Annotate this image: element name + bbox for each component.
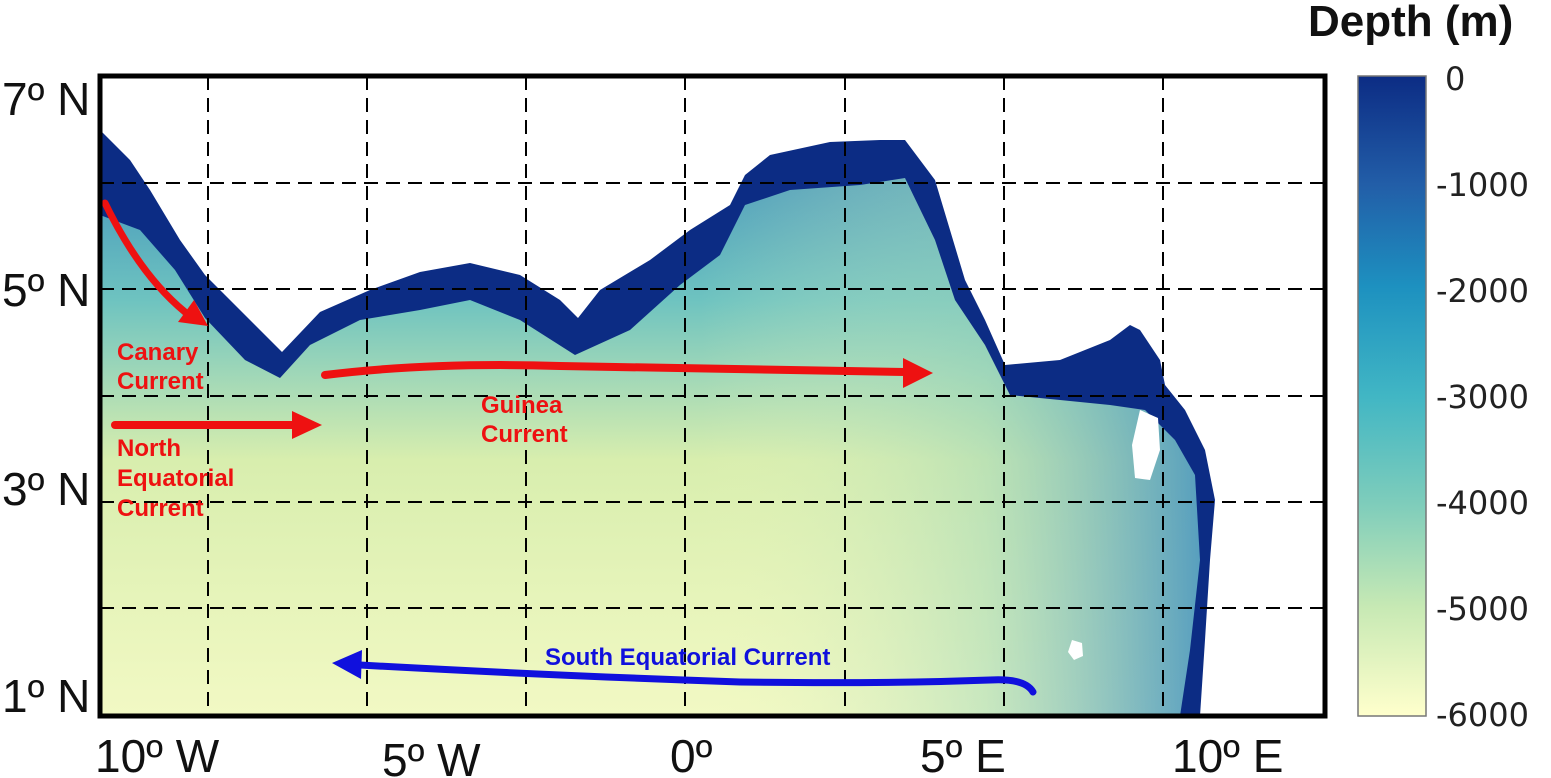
nec-line-3: Current: [117, 495, 204, 522]
colorbar-ticks: 0 -1000 -2000 -3000 -4000 -5000 -6000: [1436, 60, 1529, 734]
colorbar-tick-5000: -5000: [1436, 590, 1529, 628]
lat-label-7n: 7º N: [2, 73, 90, 125]
canary-current-arrow: [101, 199, 208, 326]
guinea-line-2: Current: [481, 421, 568, 448]
colorbar-title: Depth (m): [1308, 0, 1513, 46]
guinea-current-label: Guinea Current: [481, 392, 569, 448]
colorbar-tick-3000: -3000: [1436, 378, 1529, 416]
colorbar-tick-2000: -2000: [1436, 272, 1529, 310]
graticule: [100, 76, 1325, 716]
north-equatorial-current-arrow: [111, 411, 322, 439]
nec-line-1: North: [117, 435, 181, 462]
lon-label-0: 0º: [670, 730, 713, 778]
colorbar-tick-0: 0: [1445, 60, 1465, 98]
guinea-line-1: Guinea: [481, 392, 563, 419]
map-frame: [97, 73, 1328, 719]
nec-line-2: Equatorial: [117, 465, 234, 492]
colorbar-tick-4000: -4000: [1436, 484, 1529, 522]
map-area: [100, 76, 1325, 716]
canary-line-1: Canary: [117, 339, 199, 366]
canary-line-2: Current: [117, 368, 204, 395]
island-bioko: [1132, 410, 1160, 480]
island-sao-tome: [1068, 640, 1083, 660]
lon-label-5w: 5º W: [382, 734, 481, 778]
lon-label-10w: 10º W: [95, 730, 220, 778]
colorbar-tick-6000: -6000: [1436, 696, 1529, 734]
canary-current-label: Canary Current: [117, 339, 205, 395]
south-equatorial-current-label: South Equatorial Current: [545, 644, 830, 671]
land-mass: [100, 76, 1325, 716]
north-equatorial-current-label: North Equatorial Current: [117, 435, 241, 522]
south-equatorial-current-arrow: [332, 650, 1037, 696]
lat-label-3n: 3º N: [2, 463, 90, 515]
guinea-current-arrow: [321, 358, 933, 388]
lon-label-10e: 10º E: [1172, 730, 1283, 778]
colorbar-tick-1000: -1000: [1436, 166, 1529, 204]
lat-label-1n: 1º N: [2, 670, 90, 722]
lon-label-5e: 5º E: [920, 730, 1006, 778]
colorbar: [1357, 75, 1427, 717]
lat-label-5n: 5º N: [2, 264, 90, 316]
